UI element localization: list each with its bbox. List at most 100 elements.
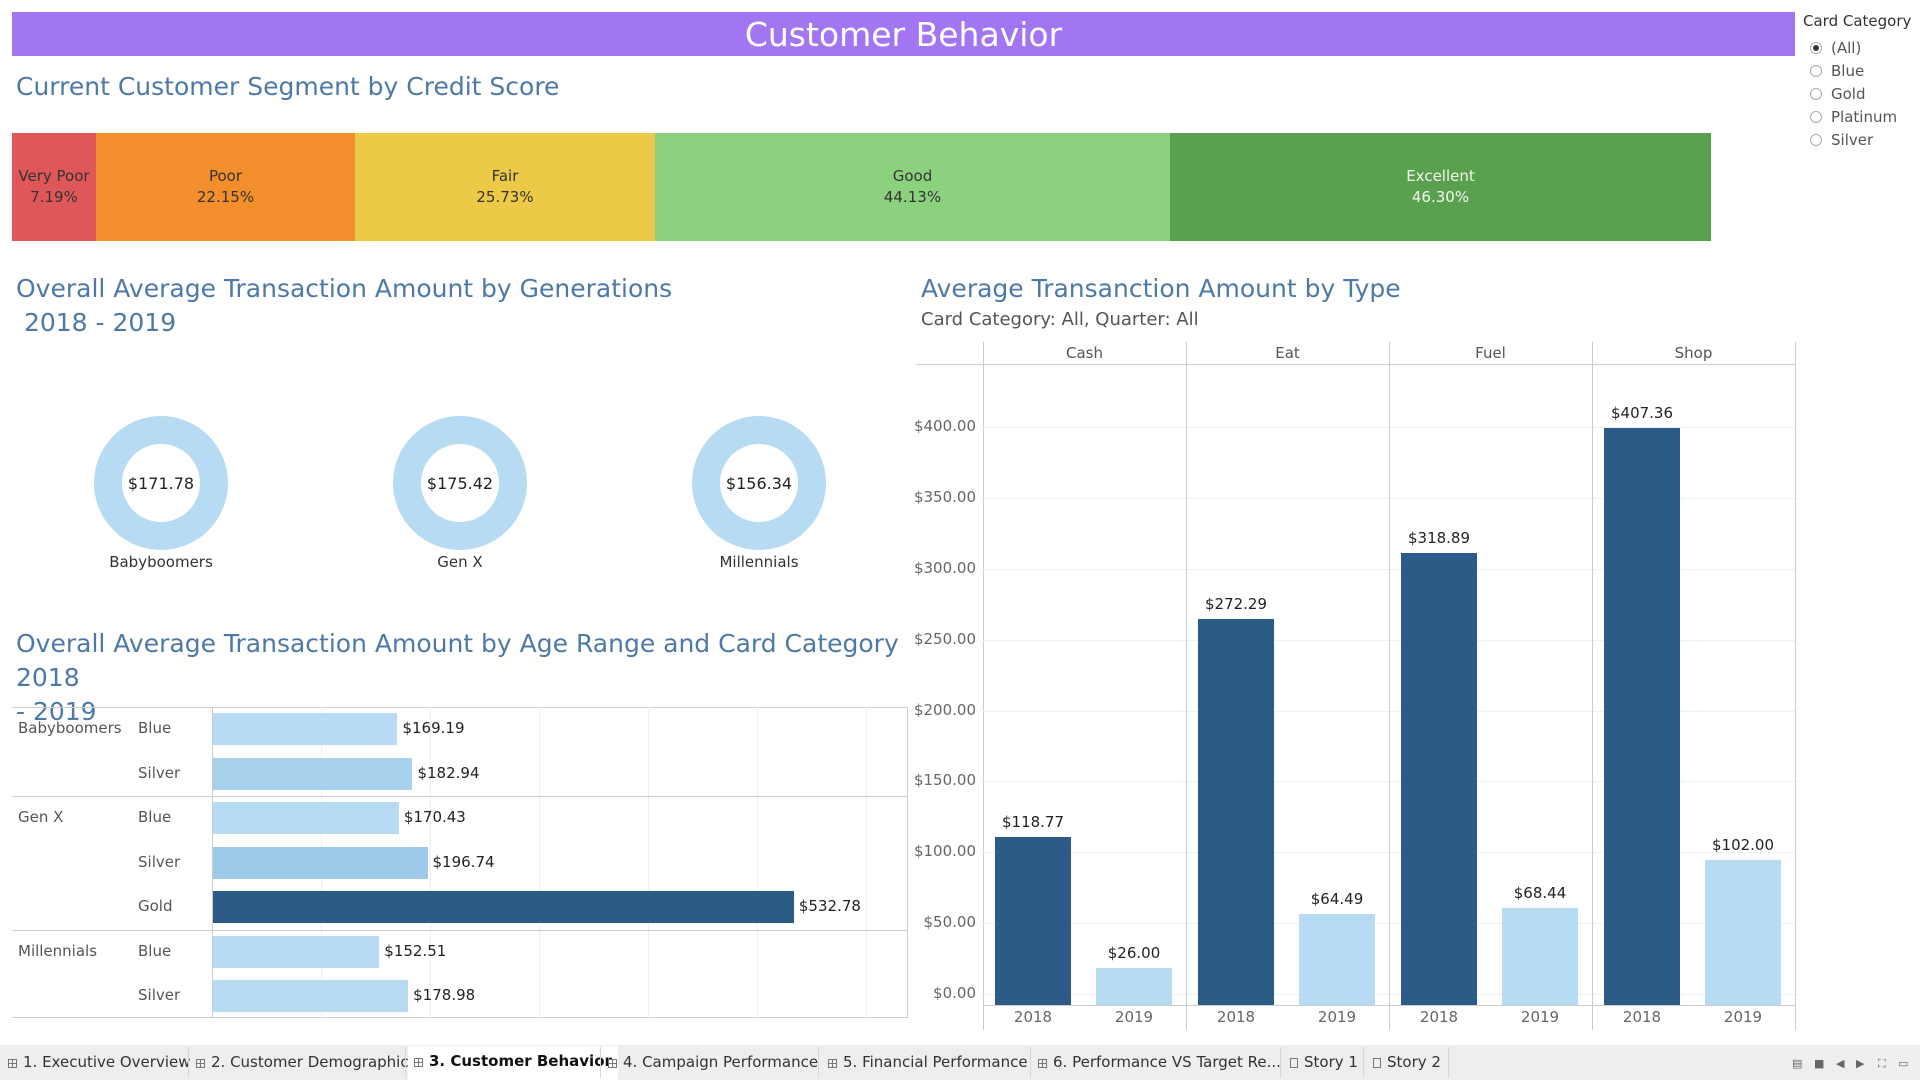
vbar-x-tick-label: 2019 bbox=[1114, 1008, 1154, 1026]
hbar-group-label: Gen X bbox=[18, 808, 64, 826]
filter-option-1[interactable]: Blue bbox=[1810, 62, 1864, 80]
vbar-shop-2018[interactable] bbox=[1604, 427, 1680, 1005]
type-chart-subtitle: Card Category: All, Quarter: All bbox=[921, 309, 1199, 330]
hbar-gridline bbox=[866, 707, 868, 1018]
hbar-axis-line bbox=[212, 707, 213, 1018]
filter-option-3[interactable]: Platinum bbox=[1810, 108, 1897, 126]
vbar-y-tick-label: $100.00 bbox=[913, 842, 976, 861]
radio-button[interactable] bbox=[1810, 134, 1822, 146]
vbar-value-label: $118.77 bbox=[1001, 812, 1065, 831]
vbar-y-axis-line bbox=[983, 342, 984, 1030]
vbar-y-tick-label: $50.00 bbox=[923, 913, 977, 932]
vbar-eat-2018[interactable] bbox=[1198, 619, 1274, 1005]
donut-label: Babyboomers bbox=[109, 553, 213, 571]
vbar-fuel-2018[interactable] bbox=[1401, 552, 1477, 1005]
hbar-group-separator bbox=[12, 796, 908, 797]
dashboard-icon bbox=[828, 1059, 837, 1068]
hbar-category-label: Blue bbox=[138, 942, 172, 960]
fullscreen-icon[interactable]: ⛶ bbox=[1878, 1057, 1886, 1070]
vbar-right-border bbox=[1795, 342, 1796, 1030]
radio-button[interactable] bbox=[1810, 42, 1822, 54]
segment-label: Very Poor bbox=[18, 167, 90, 185]
hbar-value-label: $178.98 bbox=[413, 986, 476, 1004]
generations-title: Overall Average Transaction Amount by Ge… bbox=[16, 272, 672, 340]
vbar-value-label: $272.29 bbox=[1204, 595, 1268, 614]
tab-label: Story 1 bbox=[1304, 1053, 1358, 1071]
tab-8[interactable]: Story 2 bbox=[1373, 1053, 1441, 1071]
tab-6[interactable]: 6. Performance VS Target Re... bbox=[1038, 1053, 1281, 1071]
vbar-panel-header-cash: Cash bbox=[1066, 344, 1103, 362]
vbar-y-tick-label: $0.00 bbox=[933, 984, 976, 1002]
presentation-icon[interactable]: ▭ bbox=[1898, 1057, 1909, 1070]
hbar-category-label: Silver bbox=[138, 764, 181, 782]
hbar-gen-x-silver[interactable] bbox=[213, 847, 428, 879]
hbar-frame bbox=[12, 707, 908, 1018]
type-chart-title: Average Transanction Amount by Type bbox=[921, 274, 1401, 303]
dashboard-icon bbox=[196, 1059, 205, 1068]
vbar-x-tick-label: 2019 bbox=[1723, 1008, 1763, 1026]
vbar-panel-header-eat: Eat bbox=[1275, 344, 1300, 362]
next-sheet-icon[interactable]: ▶ bbox=[1856, 1057, 1865, 1070]
donut-gen-x: $175.42 bbox=[393, 416, 527, 550]
generations-title-line1: Overall Average Transaction Amount by Ge… bbox=[16, 274, 673, 303]
tab-3[interactable]: 3. Customer Behavior bbox=[408, 1046, 618, 1080]
tab-separator bbox=[405, 1047, 406, 1078]
hbar-gridline bbox=[757, 707, 759, 1018]
radio-button[interactable] bbox=[1810, 88, 1822, 100]
tab-label: Story 2 bbox=[1387, 1053, 1441, 1071]
vbar-eat-2019[interactable] bbox=[1299, 913, 1375, 1005]
hbar-babyboomers-silver[interactable] bbox=[213, 758, 413, 790]
hbar-gen-x-gold[interactable] bbox=[213, 891, 794, 923]
donut-millennials: $156.34 bbox=[692, 416, 826, 550]
segment-title: Current Customer Segment by Credit Score bbox=[16, 72, 560, 101]
tab-2[interactable]: 2. Customer Demographic bbox=[196, 1053, 409, 1071]
hbar-millennials-silver[interactable] bbox=[213, 980, 409, 1012]
vbar-panel-separator bbox=[1389, 342, 1390, 1030]
vbar-x-tick-label: 2018 bbox=[1216, 1008, 1256, 1026]
vbar-x-tick-label: 2018 bbox=[1622, 1008, 1662, 1026]
vbar-y-tick-label: $150.00 bbox=[913, 771, 976, 790]
hbar-gen-x-blue[interactable] bbox=[213, 802, 399, 834]
dashboard-icon bbox=[414, 1058, 423, 1067]
vbar-value-label: $26.00 bbox=[1107, 944, 1161, 963]
tab-5[interactable]: 5. Financial Performance bbox=[828, 1053, 1028, 1071]
tab-1[interactable]: 1. Executive Overview bbox=[8, 1053, 191, 1071]
donut-label: Gen X bbox=[437, 553, 483, 571]
hbar-babyboomers-blue[interactable] bbox=[213, 713, 398, 745]
vbar-cash-2018[interactable] bbox=[995, 836, 1071, 1005]
donut-label: Millennials bbox=[719, 553, 799, 571]
vbar-cash-2019[interactable] bbox=[1096, 968, 1172, 1005]
hbar-value-label: $169.19 bbox=[402, 719, 465, 737]
segment-very-poor: Very Poor 7.19% bbox=[12, 133, 96, 241]
vbar-shop-2019[interactable] bbox=[1705, 860, 1781, 1005]
sheet-tab-bar bbox=[0, 1045, 1920, 1080]
grid-view-icon[interactable]: ▤ bbox=[1792, 1057, 1803, 1070]
filter-option-4[interactable]: Silver bbox=[1810, 131, 1873, 149]
segment-value: 22.15% bbox=[196, 188, 255, 206]
tab-7[interactable]: Story 1 bbox=[1290, 1053, 1358, 1071]
segment-fair: Fair 25.73% bbox=[355, 133, 655, 241]
filter-option-0[interactable]: (All) bbox=[1810, 39, 1861, 57]
tab-separator bbox=[1363, 1047, 1364, 1078]
vbar-value-label: $318.89 bbox=[1407, 528, 1471, 547]
vbar-fuel-2019[interactable] bbox=[1502, 907, 1578, 1005]
hbar-gridline bbox=[648, 707, 650, 1018]
vbar-value-label: $68.44 bbox=[1513, 883, 1567, 902]
radio-button[interactable] bbox=[1810, 65, 1822, 77]
dashboard-title-banner: Customer Behavior bbox=[12, 12, 1795, 56]
hbar-group-label: Babyboomers bbox=[18, 719, 122, 737]
generations-title-line2: 2018 - 2019 bbox=[16, 308, 177, 337]
donut-babyboomers: $171.78 bbox=[94, 416, 228, 550]
previous-sheet-icon[interactable]: ◀ bbox=[1836, 1057, 1845, 1070]
segment-value: 7.19% bbox=[30, 188, 78, 206]
radio-button[interactable] bbox=[1810, 111, 1822, 123]
filter-option-2[interactable]: Gold bbox=[1810, 85, 1866, 103]
tab-4[interactable]: 4. Campaign Performance bbox=[608, 1053, 818, 1071]
hbar-value-label: $170.43 bbox=[403, 808, 466, 826]
tab-label: 5. Financial Performance bbox=[843, 1053, 1028, 1071]
tab-label: 1. Executive Overview bbox=[23, 1053, 191, 1071]
hbar-category-label: Blue bbox=[138, 719, 172, 737]
filmstrip-icon[interactable]: ■ bbox=[1814, 1057, 1825, 1070]
tab-label: 6. Performance VS Target Re... bbox=[1053, 1053, 1281, 1071]
hbar-millennials-blue[interactable] bbox=[213, 936, 380, 968]
